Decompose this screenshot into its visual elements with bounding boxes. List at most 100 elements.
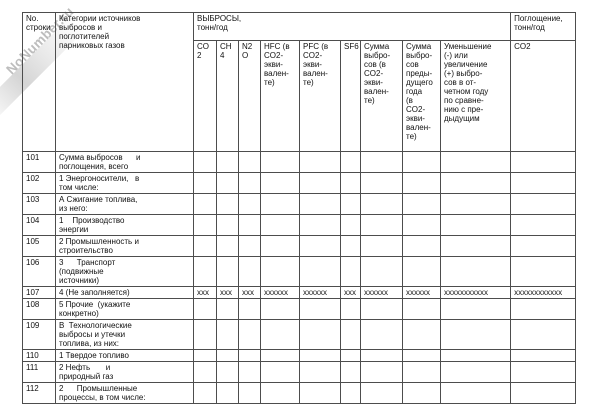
- row-number-cell: 103: [22, 193, 56, 215]
- table-row: 107 4 (Не заполняется) xxx xxx xxx xxxxxx xxxx…: [22, 286, 577, 299]
- value-cell: [260, 298, 300, 320]
- row-number-cell: 106: [22, 256, 56, 287]
- value-cell: [216, 298, 239, 320]
- value-cell: [402, 235, 441, 257]
- value-cell: [439, 382, 512, 404]
- category-cell: 2 Нефть и природный газ: [55, 361, 194, 383]
- value-cell: xxxxxx: [299, 286, 341, 299]
- table-row: 112 2 Промышленные процессы, в том числе:: [22, 382, 577, 404]
- value-cell: xxx: [216, 286, 239, 299]
- value-cell: [402, 319, 441, 350]
- value-cell: [402, 172, 441, 194]
- value-cell: [238, 298, 261, 320]
- value-cell: [216, 193, 239, 215]
- col-header-prev-year-emissions: Сумма выбро- сов преды- дущего года (в C…: [402, 40, 441, 152]
- value-cell: [193, 361, 217, 383]
- value-cell: [402, 349, 441, 362]
- value-cell: [193, 298, 217, 320]
- value-cell: [216, 319, 239, 350]
- value-cell: [439, 361, 512, 383]
- row-number-cell: 107: [22, 286, 56, 299]
- value-cell: [216, 256, 239, 287]
- value-cell: [340, 382, 361, 404]
- value-cell: [299, 214, 341, 236]
- value-cell: [439, 214, 512, 236]
- value-cell: [340, 172, 361, 194]
- emissions-report-table: No. строки Категории источников выбросов…: [22, 12, 577, 404]
- table-row: 111 2 Нефть и природный газ: [22, 361, 577, 383]
- col-header-emissions-change: Уменьшение (-) или увеличение (+) выбро-…: [439, 40, 512, 152]
- col-header-pfc: PFC (в CO2- экви- вален- те): [299, 40, 341, 152]
- value-cell: xxxxxx: [360, 286, 403, 299]
- value-cell: [360, 382, 403, 404]
- value-cell: [238, 319, 261, 350]
- value-cell: [216, 382, 239, 404]
- category-cell: 3 Транспорт (подвижные источники): [55, 256, 194, 287]
- value-cell: [238, 349, 261, 362]
- value-cell: [439, 193, 512, 215]
- value-cell: [216, 349, 239, 362]
- value-cell: [299, 256, 341, 287]
- category-cell: В Технологические выбросы и утечки топли…: [55, 319, 194, 350]
- row-number-cell: 102: [22, 172, 56, 194]
- row-number-cell: 105: [22, 235, 56, 257]
- value-cell: [402, 298, 441, 320]
- value-cell: [360, 151, 403, 173]
- value-cell: [510, 151, 577, 173]
- emissions-group-header: ВЫБРОСЫ, тонн/год: [192, 12, 512, 41]
- value-cell: [402, 382, 441, 404]
- value-cell: [193, 193, 217, 215]
- value-cell: [402, 256, 441, 287]
- value-cell: [260, 172, 300, 194]
- value-cell: [340, 235, 361, 257]
- value-cell: [439, 256, 512, 287]
- value-cell: [340, 349, 361, 362]
- value-cell: [360, 349, 403, 362]
- value-cell: [340, 256, 361, 287]
- value-cell: [510, 172, 577, 194]
- table-row: 102 1 Энергоносители, в том числе:: [22, 172, 577, 194]
- value-cell: [402, 361, 441, 383]
- table-row: 105 2 Промышленность и строительство: [22, 235, 577, 257]
- row-number-header: No. строки: [22, 12, 56, 152]
- value-cell: [193, 349, 217, 362]
- value-cell: [299, 349, 341, 362]
- value-cell: [360, 256, 403, 287]
- value-cell: [510, 349, 577, 362]
- value-cell: [260, 214, 300, 236]
- value-cell: [260, 151, 300, 173]
- category-cell: Сумма выбросов и поглощения, всего: [55, 151, 194, 173]
- value-cell: [299, 235, 341, 257]
- value-cell: [360, 298, 403, 320]
- value-cell: [238, 193, 261, 215]
- category-cell: 4 (Не заполняется): [55, 286, 194, 299]
- category-cell: 2 Промышленность и строительство: [55, 235, 194, 257]
- value-cell: [193, 319, 217, 350]
- value-cell: [216, 214, 239, 236]
- value-cell: [216, 172, 239, 194]
- value-cell: [360, 235, 403, 257]
- col-header-co2: CO 2: [193, 40, 217, 152]
- value-cell: [238, 214, 261, 236]
- value-cell: [360, 319, 403, 350]
- value-cell: [439, 298, 512, 320]
- value-cell: [510, 214, 577, 236]
- row-number-cell: 111: [22, 361, 56, 383]
- table-row: 109 В Технологические выбросы и утечки то…: [22, 319, 577, 350]
- value-cell: [360, 172, 403, 194]
- category-cell: 1 Энергоносители, в том числе:: [55, 172, 194, 194]
- col-header-absorption-co2: CO2: [510, 40, 577, 152]
- row-number-cell: 109: [22, 319, 56, 350]
- value-cell: xxxxxxxxxxx: [439, 286, 512, 299]
- table-row: 104 1 Производство энергии: [22, 214, 577, 236]
- value-cell: [340, 193, 361, 215]
- value-cell: [216, 361, 239, 383]
- value-cell: [402, 151, 441, 173]
- value-cell: [299, 298, 341, 320]
- category-cell: А Сжигание топлива, из него:: [55, 193, 194, 215]
- value-cell: xxxxxx: [402, 286, 441, 299]
- value-cell: [510, 193, 577, 215]
- value-cell: [439, 349, 512, 362]
- value-cell: [439, 319, 512, 350]
